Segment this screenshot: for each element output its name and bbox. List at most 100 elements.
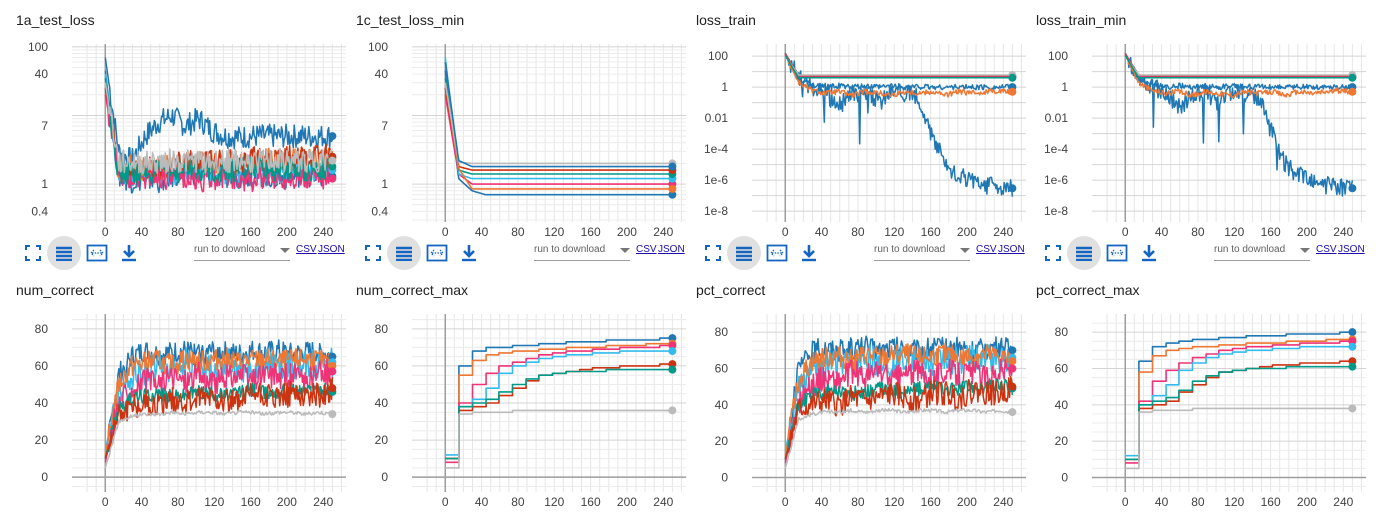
run-to-download-select[interactable]: run to download <box>1214 242 1310 261</box>
x-tick-label: 160 <box>241 495 261 508</box>
series-end-point[interactable] <box>668 347 677 356</box>
x-tick-label: 80 <box>171 225 185 238</box>
y-tick-label: 0 <box>41 470 48 484</box>
series-end-point[interactable] <box>1348 184 1357 193</box>
series-line <box>784 358 1014 464</box>
x-tick-label: 120 <box>884 495 904 508</box>
json-download-link[interactable]: JSON <box>318 244 345 255</box>
series-line <box>444 94 673 185</box>
series-end-point[interactable] <box>668 334 677 343</box>
x-tick-label: 120 <box>544 225 564 238</box>
csv-download-link[interactable]: CSV <box>976 244 997 255</box>
series-end-point[interactable] <box>328 352 337 361</box>
json-download-link[interactable]: JSON <box>1338 244 1365 255</box>
series-end-point[interactable] <box>328 156 337 165</box>
csv-download-link[interactable]: CSV <box>1316 244 1337 255</box>
log-scale-icon[interactable] <box>387 236 421 270</box>
chart-card-num-correct: num_correct 80 60 40 20 0 0 40 80 120 160 200 240 <box>16 282 356 532</box>
series-end-point[interactable] <box>1348 404 1357 413</box>
select-range-icon[interactable] <box>424 240 450 266</box>
series-end-point[interactable] <box>1008 357 1017 366</box>
x-tick-label: 120 <box>544 495 564 508</box>
series-line <box>445 350 673 456</box>
series-line <box>1125 338 1353 461</box>
series-end-point[interactable] <box>1348 342 1357 351</box>
chart-plot[interactable]: 100 40 7 1 0.4 0 40 80 120 160 200 240 <box>16 38 356 238</box>
series-line <box>104 57 334 170</box>
series-end-point[interactable] <box>328 367 337 376</box>
series-end-point[interactable] <box>1008 73 1017 82</box>
json-download-link[interactable]: JSON <box>998 244 1025 255</box>
series-end-point[interactable] <box>1348 362 1357 371</box>
y-tick-label: 80 <box>35 322 49 336</box>
series-end-point[interactable] <box>668 184 677 193</box>
series-end-point[interactable] <box>1008 408 1017 417</box>
download-icon[interactable] <box>1136 240 1162 266</box>
x-tick-label: 240 <box>653 225 673 238</box>
csv-download-link[interactable]: CSV <box>636 244 657 255</box>
run-to-download-select[interactable]: run to download <box>194 242 290 261</box>
series-end-point[interactable] <box>328 361 337 370</box>
y-tick-label: 100 <box>708 49 728 63</box>
log-scale-icon[interactable] <box>1067 236 1101 270</box>
x-tick-label: 80 <box>1191 225 1205 238</box>
chart-plot[interactable]: 100 1 0.01 1e-4 1e-6 1e-8 0 40 80 120 160 200 240 <box>1036 38 1376 238</box>
x-tick-label: 160 <box>581 225 601 238</box>
series-end-point[interactable] <box>1348 87 1357 96</box>
series-end-point[interactable] <box>1348 73 1357 82</box>
fit-to-data-icon[interactable] <box>1040 240 1066 266</box>
series-end-point[interactable] <box>1008 346 1017 355</box>
y-tick-label: 0.01 <box>1045 111 1069 125</box>
series-end-point[interactable] <box>668 406 677 415</box>
run-to-download-select[interactable]: run to download <box>874 242 970 261</box>
series-end-point[interactable] <box>328 132 337 141</box>
y-tick-label: 80 <box>1055 325 1069 339</box>
chart-title: pct_correct <box>696 282 766 298</box>
select-range-icon[interactable] <box>764 240 790 266</box>
fit-to-data-icon[interactable] <box>700 240 726 266</box>
json-download-link[interactable]: JSON <box>658 244 685 255</box>
series-line <box>784 54 1013 79</box>
y-tick-label: 1e-8 <box>704 204 728 218</box>
series-end-point[interactable] <box>668 360 677 369</box>
series-end-point[interactable] <box>328 162 337 171</box>
chart-plot[interactable]: 100 40 7 1 0.4 0 40 80 120 160 200 240 <box>356 38 696 238</box>
x-tick-label: 80 <box>511 225 525 238</box>
series-end-point[interactable] <box>668 365 677 374</box>
series-line <box>784 375 1014 460</box>
select-range-icon[interactable] <box>1104 240 1130 266</box>
series-end-point[interactable] <box>1008 382 1017 391</box>
y-tick-label: 100 <box>368 40 388 54</box>
series-end-point[interactable] <box>1348 328 1357 337</box>
series-end-point[interactable] <box>328 410 337 419</box>
select-range-icon[interactable] <box>84 240 110 266</box>
y-tick-label: 0 <box>381 470 388 484</box>
download-icon[interactable] <box>116 240 142 266</box>
series-end-point[interactable] <box>1008 87 1017 96</box>
series-end-point[interactable] <box>1008 184 1017 193</box>
csv-download-link[interactable]: CSV <box>296 244 317 255</box>
series-line <box>1125 331 1353 461</box>
download-icon[interactable] <box>796 240 822 266</box>
y-tick-label: 20 <box>35 433 49 447</box>
series-end-point[interactable] <box>668 341 677 350</box>
series-end-point[interactable] <box>328 174 337 183</box>
series-end-point[interactable] <box>328 384 337 393</box>
log-scale-icon[interactable] <box>727 236 761 270</box>
fit-to-data-icon[interactable] <box>20 240 46 266</box>
x-tick-label: 80 <box>851 225 865 238</box>
log-scale-icon[interactable] <box>47 236 81 270</box>
download-icon[interactable] <box>456 240 482 266</box>
series-end-point[interactable] <box>1008 364 1017 373</box>
series-end-point[interactable] <box>668 190 677 199</box>
run-to-download-select[interactable]: run to download <box>534 242 630 261</box>
chart-plot[interactable]: 100 1 0.01 1e-4 1e-6 1e-8 0 40 80 120 160 200 240 <box>696 38 1036 238</box>
x-tick-label: 40 <box>815 225 829 238</box>
series-end-point[interactable] <box>668 162 677 171</box>
fit-to-data-icon[interactable] <box>360 240 386 266</box>
x-tick-label: 200 <box>1297 225 1317 238</box>
